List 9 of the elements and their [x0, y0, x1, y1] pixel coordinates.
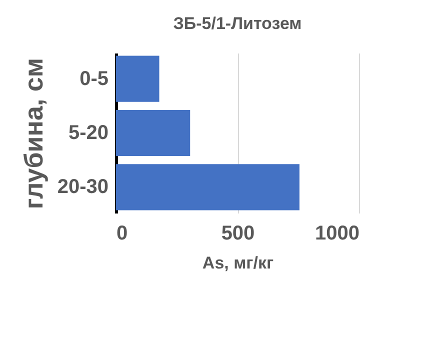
y-tick-label: 0-5	[80, 68, 108, 90]
x-tick-label: 500	[221, 222, 255, 244]
y-axis-title: глубина, см	[18, 58, 48, 210]
x-tick-label: 1000	[315, 222, 360, 244]
x-tick-label: 0	[116, 222, 128, 244]
y-tick-label: 5-20	[68, 122, 108, 144]
x-axis-title: As, мг/кг	[202, 254, 274, 272]
y-tick-label: 20-30	[57, 176, 108, 198]
chart-title: ЗБ-5/1-Литозем	[173, 14, 302, 33]
